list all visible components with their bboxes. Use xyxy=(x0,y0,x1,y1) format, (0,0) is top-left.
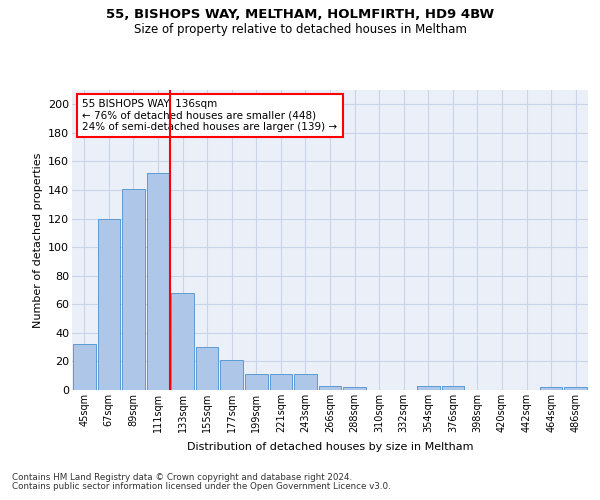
Bar xyxy=(220,360,243,390)
Text: Contains public sector information licensed under the Open Government Licence v3: Contains public sector information licen… xyxy=(12,482,391,491)
Bar xyxy=(294,374,317,390)
Bar xyxy=(269,374,292,390)
Bar xyxy=(245,374,268,390)
Y-axis label: Number of detached properties: Number of detached properties xyxy=(32,152,43,328)
Bar xyxy=(146,173,169,390)
Bar xyxy=(565,387,587,390)
Bar xyxy=(319,386,341,390)
Bar xyxy=(98,218,120,390)
Bar xyxy=(343,387,366,390)
Bar xyxy=(540,387,562,390)
Bar xyxy=(122,188,145,390)
Bar xyxy=(417,386,440,390)
Bar xyxy=(171,293,194,390)
Bar xyxy=(196,347,218,390)
Text: Distribution of detached houses by size in Meltham: Distribution of detached houses by size … xyxy=(187,442,473,452)
Text: 55 BISHOPS WAY: 136sqm
← 76% of detached houses are smaller (448)
24% of semi-de: 55 BISHOPS WAY: 136sqm ← 76% of detached… xyxy=(82,99,337,132)
Text: Contains HM Land Registry data © Crown copyright and database right 2024.: Contains HM Land Registry data © Crown c… xyxy=(12,472,352,482)
Text: Size of property relative to detached houses in Meltham: Size of property relative to detached ho… xyxy=(134,22,466,36)
Bar xyxy=(442,386,464,390)
Text: 55, BISHOPS WAY, MELTHAM, HOLMFIRTH, HD9 4BW: 55, BISHOPS WAY, MELTHAM, HOLMFIRTH, HD9… xyxy=(106,8,494,20)
Bar xyxy=(73,344,95,390)
